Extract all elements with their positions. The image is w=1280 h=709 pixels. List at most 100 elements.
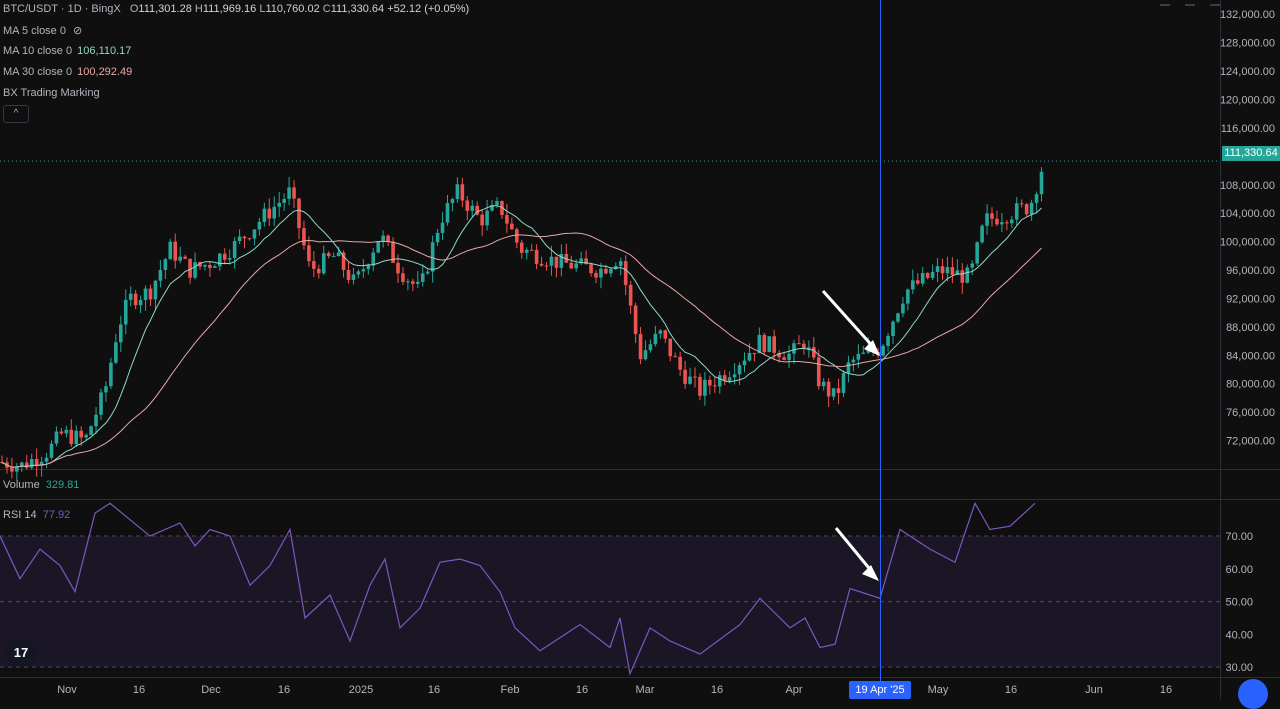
rsi-tick-label: 50.00	[1225, 597, 1253, 609]
candle-body	[326, 253, 331, 257]
candle-body	[59, 431, 64, 434]
candle-body	[297, 198, 301, 229]
candle-body	[614, 265, 618, 269]
candle-body	[227, 258, 232, 260]
ma10-legend[interactable]: MA 10 close 0 106,110.17	[3, 45, 131, 57]
candle-body	[440, 222, 445, 233]
rsi-tick-label: 60.00	[1225, 564, 1253, 576]
candle-body	[416, 281, 420, 284]
price-tick-label: 76,000.00	[1226, 407, 1275, 419]
candle-body	[653, 333, 658, 345]
candle-body	[465, 200, 470, 211]
close-pane-icon[interactable]	[1210, 4, 1220, 6]
candle-body	[901, 303, 905, 314]
candle-body	[618, 261, 623, 266]
tradingview-logo[interactable]: 17	[6, 640, 36, 666]
candle-body	[589, 264, 593, 274]
symbol-title[interactable]: BTC/USDT · 1D · BingX	[3, 3, 121, 15]
candle-body	[425, 271, 430, 274]
candle-body	[633, 305, 638, 335]
candle-body	[812, 347, 816, 358]
candle-body	[777, 352, 781, 358]
candle-body	[831, 388, 836, 397]
candle-body	[975, 242, 979, 264]
change-value: +52.12 (+0.05%)	[387, 3, 470, 15]
candle-body	[717, 375, 722, 387]
rsi-legend[interactable]: RSI 14 77.92	[3, 509, 70, 521]
ma30-value: 100,292.49	[77, 66, 133, 78]
maximize-icon[interactable]	[1185, 4, 1195, 6]
candle-body	[84, 434, 88, 438]
candle-body	[406, 281, 410, 283]
candle-body	[802, 343, 806, 349]
candle-body	[123, 299, 128, 325]
candle-body	[920, 272, 925, 284]
candle-body	[168, 241, 173, 260]
candle-body	[960, 270, 965, 283]
time-tick-label: Mar	[636, 684, 655, 696]
candle-body	[24, 462, 29, 468]
candle-body	[678, 356, 682, 370]
rsi-tick-label: 70.00	[1225, 531, 1253, 543]
minimize-icon[interactable]	[1160, 4, 1170, 6]
candle-body	[579, 258, 583, 264]
chat-icon[interactable]	[1238, 679, 1268, 709]
low-label: L	[259, 3, 266, 15]
bx-legend[interactable]: BX Trading Marking	[3, 87, 100, 99]
rsi-label: RSI 14	[3, 509, 37, 521]
price-tick-label: 116,000.00	[1221, 123, 1275, 135]
candle-body	[851, 359, 856, 363]
candle-body	[915, 280, 920, 284]
candle-body	[277, 202, 281, 207]
candle-body	[158, 269, 163, 281]
annotation-arrow	[821, 289, 878, 352]
time-tick-label: Apr	[785, 684, 802, 696]
candle-body	[569, 262, 574, 269]
candle-body	[490, 205, 494, 211]
candle-body	[930, 272, 935, 278]
candle-body	[371, 252, 376, 266]
candle-body	[742, 360, 747, 366]
candle-body	[762, 334, 767, 353]
crosshair-date-badge: 19 Apr '25	[849, 681, 911, 699]
candle-body	[203, 264, 207, 267]
time-tick-label: 16	[576, 684, 588, 696]
candle-body	[376, 241, 380, 253]
candle-body	[648, 344, 653, 351]
candle-body	[673, 356, 677, 358]
ma5-label: MA 5 close 0	[3, 25, 66, 37]
candle-body	[178, 256, 182, 261]
candle-body	[188, 258, 192, 278]
hidden-eye-icon[interactable]: ⊘	[73, 25, 83, 37]
time-tick-label: 16	[428, 684, 440, 696]
candle-body	[69, 429, 74, 445]
candle-body	[708, 379, 712, 386]
candle-body	[198, 262, 202, 267]
candle-body	[1034, 194, 1039, 203]
candle-body	[599, 268, 603, 278]
volume-legend[interactable]: Volume 329.81	[3, 479, 79, 491]
ma5-legend[interactable]: MA 5 close 0 ⊘	[3, 24, 82, 37]
candle-body	[990, 213, 994, 219]
candle-body	[559, 254, 564, 268]
candle-body	[534, 249, 539, 264]
candle-body	[935, 266, 940, 273]
time-tick-label: 16	[711, 684, 723, 696]
candle-body	[722, 375, 727, 381]
candle-body	[1010, 219, 1014, 224]
candle-body	[767, 336, 772, 353]
ma30-legend[interactable]: MA 30 close 0 100,292.49	[3, 66, 132, 78]
collapse-legend-button[interactable]: ^	[3, 105, 29, 123]
open-label: O	[129, 3, 139, 15]
price-tick-label: 120,000.00	[1220, 94, 1275, 106]
candle-body	[356, 271, 361, 275]
candle-body	[193, 262, 197, 278]
candle-body	[262, 208, 267, 223]
price-tick-label: 72,000.00	[1226, 436, 1275, 448]
candle-body	[396, 262, 400, 274]
candle-body	[970, 263, 974, 268]
ma10-label: MA 10 close 0	[3, 45, 73, 57]
candle-body	[668, 338, 673, 357]
candle-body	[138, 299, 143, 306]
